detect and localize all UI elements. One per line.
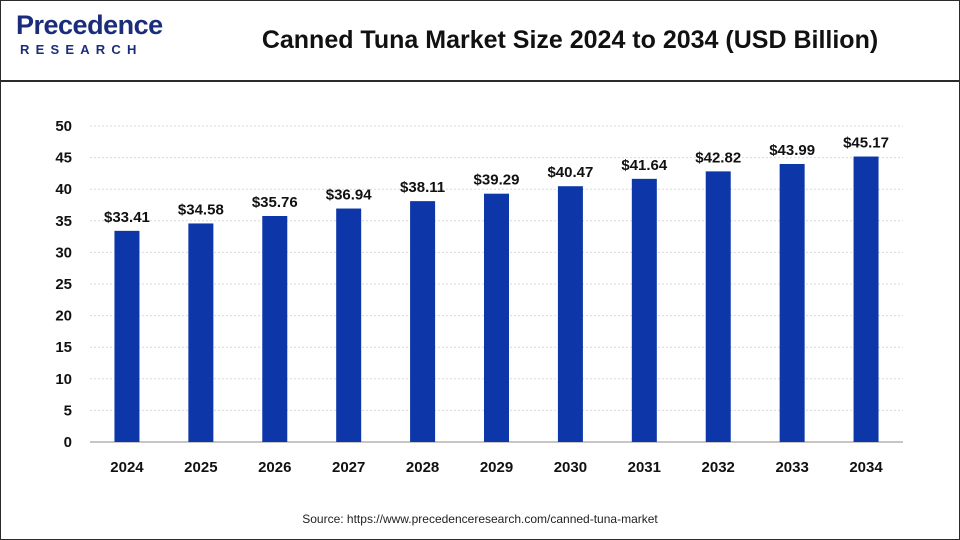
y-tick-label: 0 — [64, 434, 72, 451]
data-label: $41.64 — [621, 157, 668, 174]
x-tick-label: 2033 — [775, 459, 808, 476]
y-tick-label: 10 — [55, 371, 72, 388]
data-label: $45.17 — [843, 135, 889, 152]
x-tick-label: 2031 — [628, 459, 661, 476]
y-tick-label: 25 — [55, 276, 72, 293]
bar — [114, 230, 140, 442]
x-tick-label: 2029 — [480, 459, 513, 476]
bars — [114, 156, 879, 442]
data-label: $35.76 — [252, 194, 298, 211]
x-tick-label: 2030 — [554, 459, 587, 476]
data-labels: $33.41 $34.58 $35.76 $36.94 $38.11 $39.29 $40.… — [104, 135, 889, 226]
precedence-research-logo: Precedence RESEARCH — [16, 10, 166, 66]
x-tick-label: 2034 — [849, 459, 883, 476]
y-tick-label: 30 — [55, 244, 72, 261]
data-label: $40.47 — [547, 164, 593, 181]
data-label: $34.58 — [178, 201, 224, 218]
source-note: Source: https://www.precedenceresearch.c… — [302, 512, 658, 526]
logo-p-letter: P — [16, 10, 34, 40]
x-tick-label: 2024 — [110, 459, 144, 476]
header: Precedence RESEARCH Canned Tuna Market S… — [0, 0, 960, 80]
y-tick-label: 5 — [64, 402, 72, 419]
y-tick-label: 45 — [55, 150, 72, 167]
bar — [410, 201, 436, 442]
header-divider — [0, 80, 960, 82]
y-tick-label: 20 — [55, 308, 72, 325]
bar — [484, 193, 509, 442]
x-tick-label: 2026 — [258, 459, 291, 476]
logo-wordmark-rest: recedence — [33, 10, 164, 40]
bar — [779, 163, 805, 442]
bar — [262, 215, 288, 442]
x-tick-label: 2028 — [406, 459, 439, 476]
bar — [853, 156, 879, 442]
data-label: $43.99 — [769, 142, 815, 159]
data-label: $42.82 — [695, 149, 741, 166]
logo-subtitle: RESEARCH — [20, 42, 143, 57]
chart-title: Canned Tuna Market Size 2024 to 2034 (US… — [261, 26, 879, 54]
bar — [631, 178, 657, 442]
x-tick-label: 2032 — [702, 459, 735, 476]
data-label: $33.41 — [104, 209, 150, 226]
data-label: $36.94 — [326, 187, 373, 204]
y-tick-label: 15 — [55, 339, 72, 356]
bar — [557, 186, 583, 442]
y-tick-label: 40 — [55, 181, 72, 198]
logo-wordmark: Precedence — [16, 10, 163, 41]
bar — [336, 208, 362, 442]
data-label: $39.29 — [474, 172, 520, 189]
gridlines — [90, 125, 903, 411]
x-tick-label: 2025 — [184, 459, 217, 476]
y-tick-label: 50 — [55, 118, 72, 135]
bar — [705, 171, 731, 442]
y-tick-label: 35 — [55, 213, 72, 230]
x-tick-label: 2027 — [332, 459, 365, 476]
data-label: $38.11 — [400, 179, 445, 196]
bar — [188, 223, 214, 442]
